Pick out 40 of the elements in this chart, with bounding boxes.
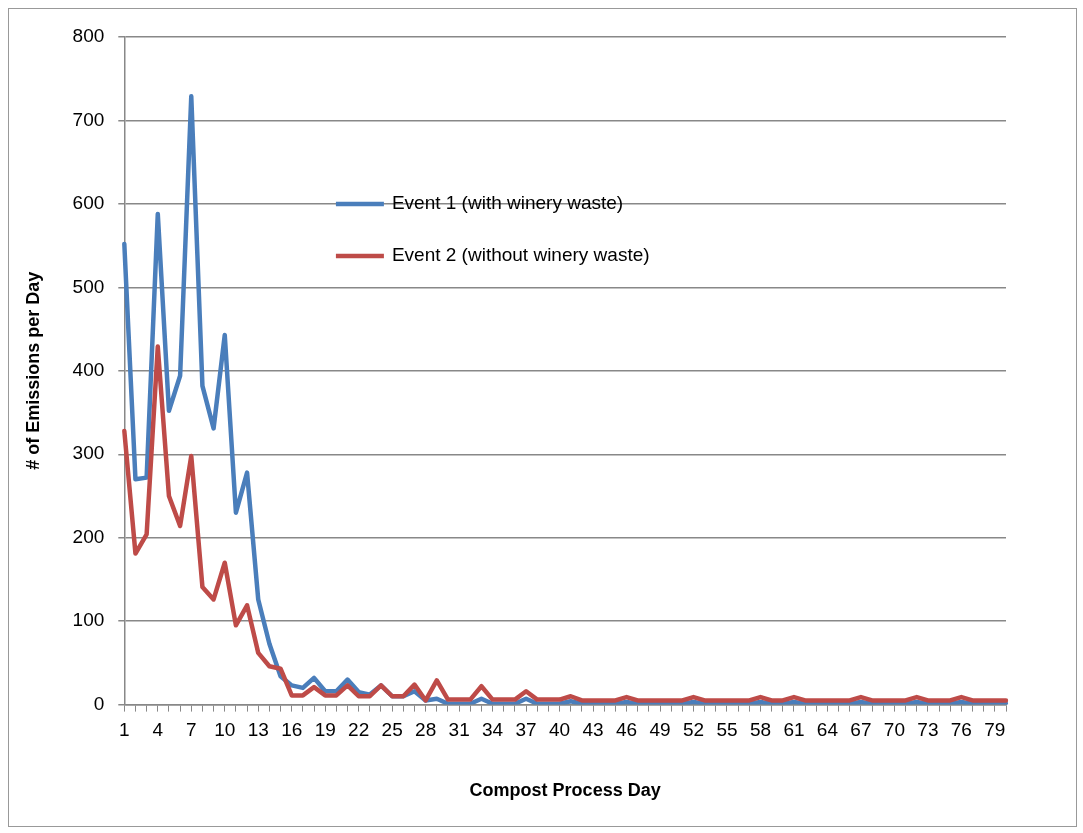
x-tick-label: 58 (749, 719, 772, 741)
x-tick-label: 64 (816, 719, 839, 741)
y-tick-label: 600 (72, 192, 105, 214)
x-tick-label: 46 (615, 719, 638, 741)
x-tick-label: 7 (185, 719, 197, 741)
y-tick-label: 400 (72, 359, 105, 381)
x-tick-label: 16 (281, 719, 303, 741)
y-tick-label: 0 (93, 692, 105, 714)
x-tick-label: 31 (448, 719, 470, 741)
y-tick-label: 800 (72, 25, 105, 47)
x-tick-label: 55 (716, 719, 738, 741)
x-tick-label: 4 (152, 719, 164, 741)
x-tick-label: 52 (682, 719, 705, 741)
x-tick-label: 19 (314, 719, 336, 741)
x-tick-label: 28 (415, 719, 437, 741)
x-axis-title: Compost Process Day (469, 780, 661, 801)
x-tick-label: 73 (917, 719, 939, 741)
x-tick-label: 13 (247, 719, 269, 741)
x-tick-label: 40 (549, 719, 571, 741)
x-tick-label: 70 (883, 719, 905, 741)
x-tick-label: 49 (649, 719, 671, 741)
x-tick-label: 1 (119, 719, 130, 741)
y-axis-title: # of Emissions per Day (22, 271, 43, 470)
x-tick-label: 37 (515, 719, 537, 741)
y-tick-label: 700 (72, 108, 105, 130)
y-tick-label: 100 (72, 609, 105, 631)
x-tick-label: 67 (850, 719, 872, 741)
x-tick-label: 22 (348, 719, 370, 741)
y-tick-label: 300 (72, 442, 105, 464)
x-tick-label: 10 (214, 719, 236, 741)
y-tick-label: 200 (72, 525, 105, 547)
x-tick-label: 34 (482, 719, 504, 741)
x-tick-label: 25 (381, 719, 403, 741)
x-tick-label: 76 (950, 719, 972, 741)
x-tick-label: 61 (783, 719, 805, 741)
legend-label: Event 1 (with winery waste) (391, 192, 624, 214)
x-tick-label: 79 (984, 719, 1006, 741)
legend-label: Event 2 (without winery waste) (391, 244, 650, 266)
y-tick-label: 500 (72, 275, 105, 297)
x-tick-label: 43 (582, 719, 604, 741)
